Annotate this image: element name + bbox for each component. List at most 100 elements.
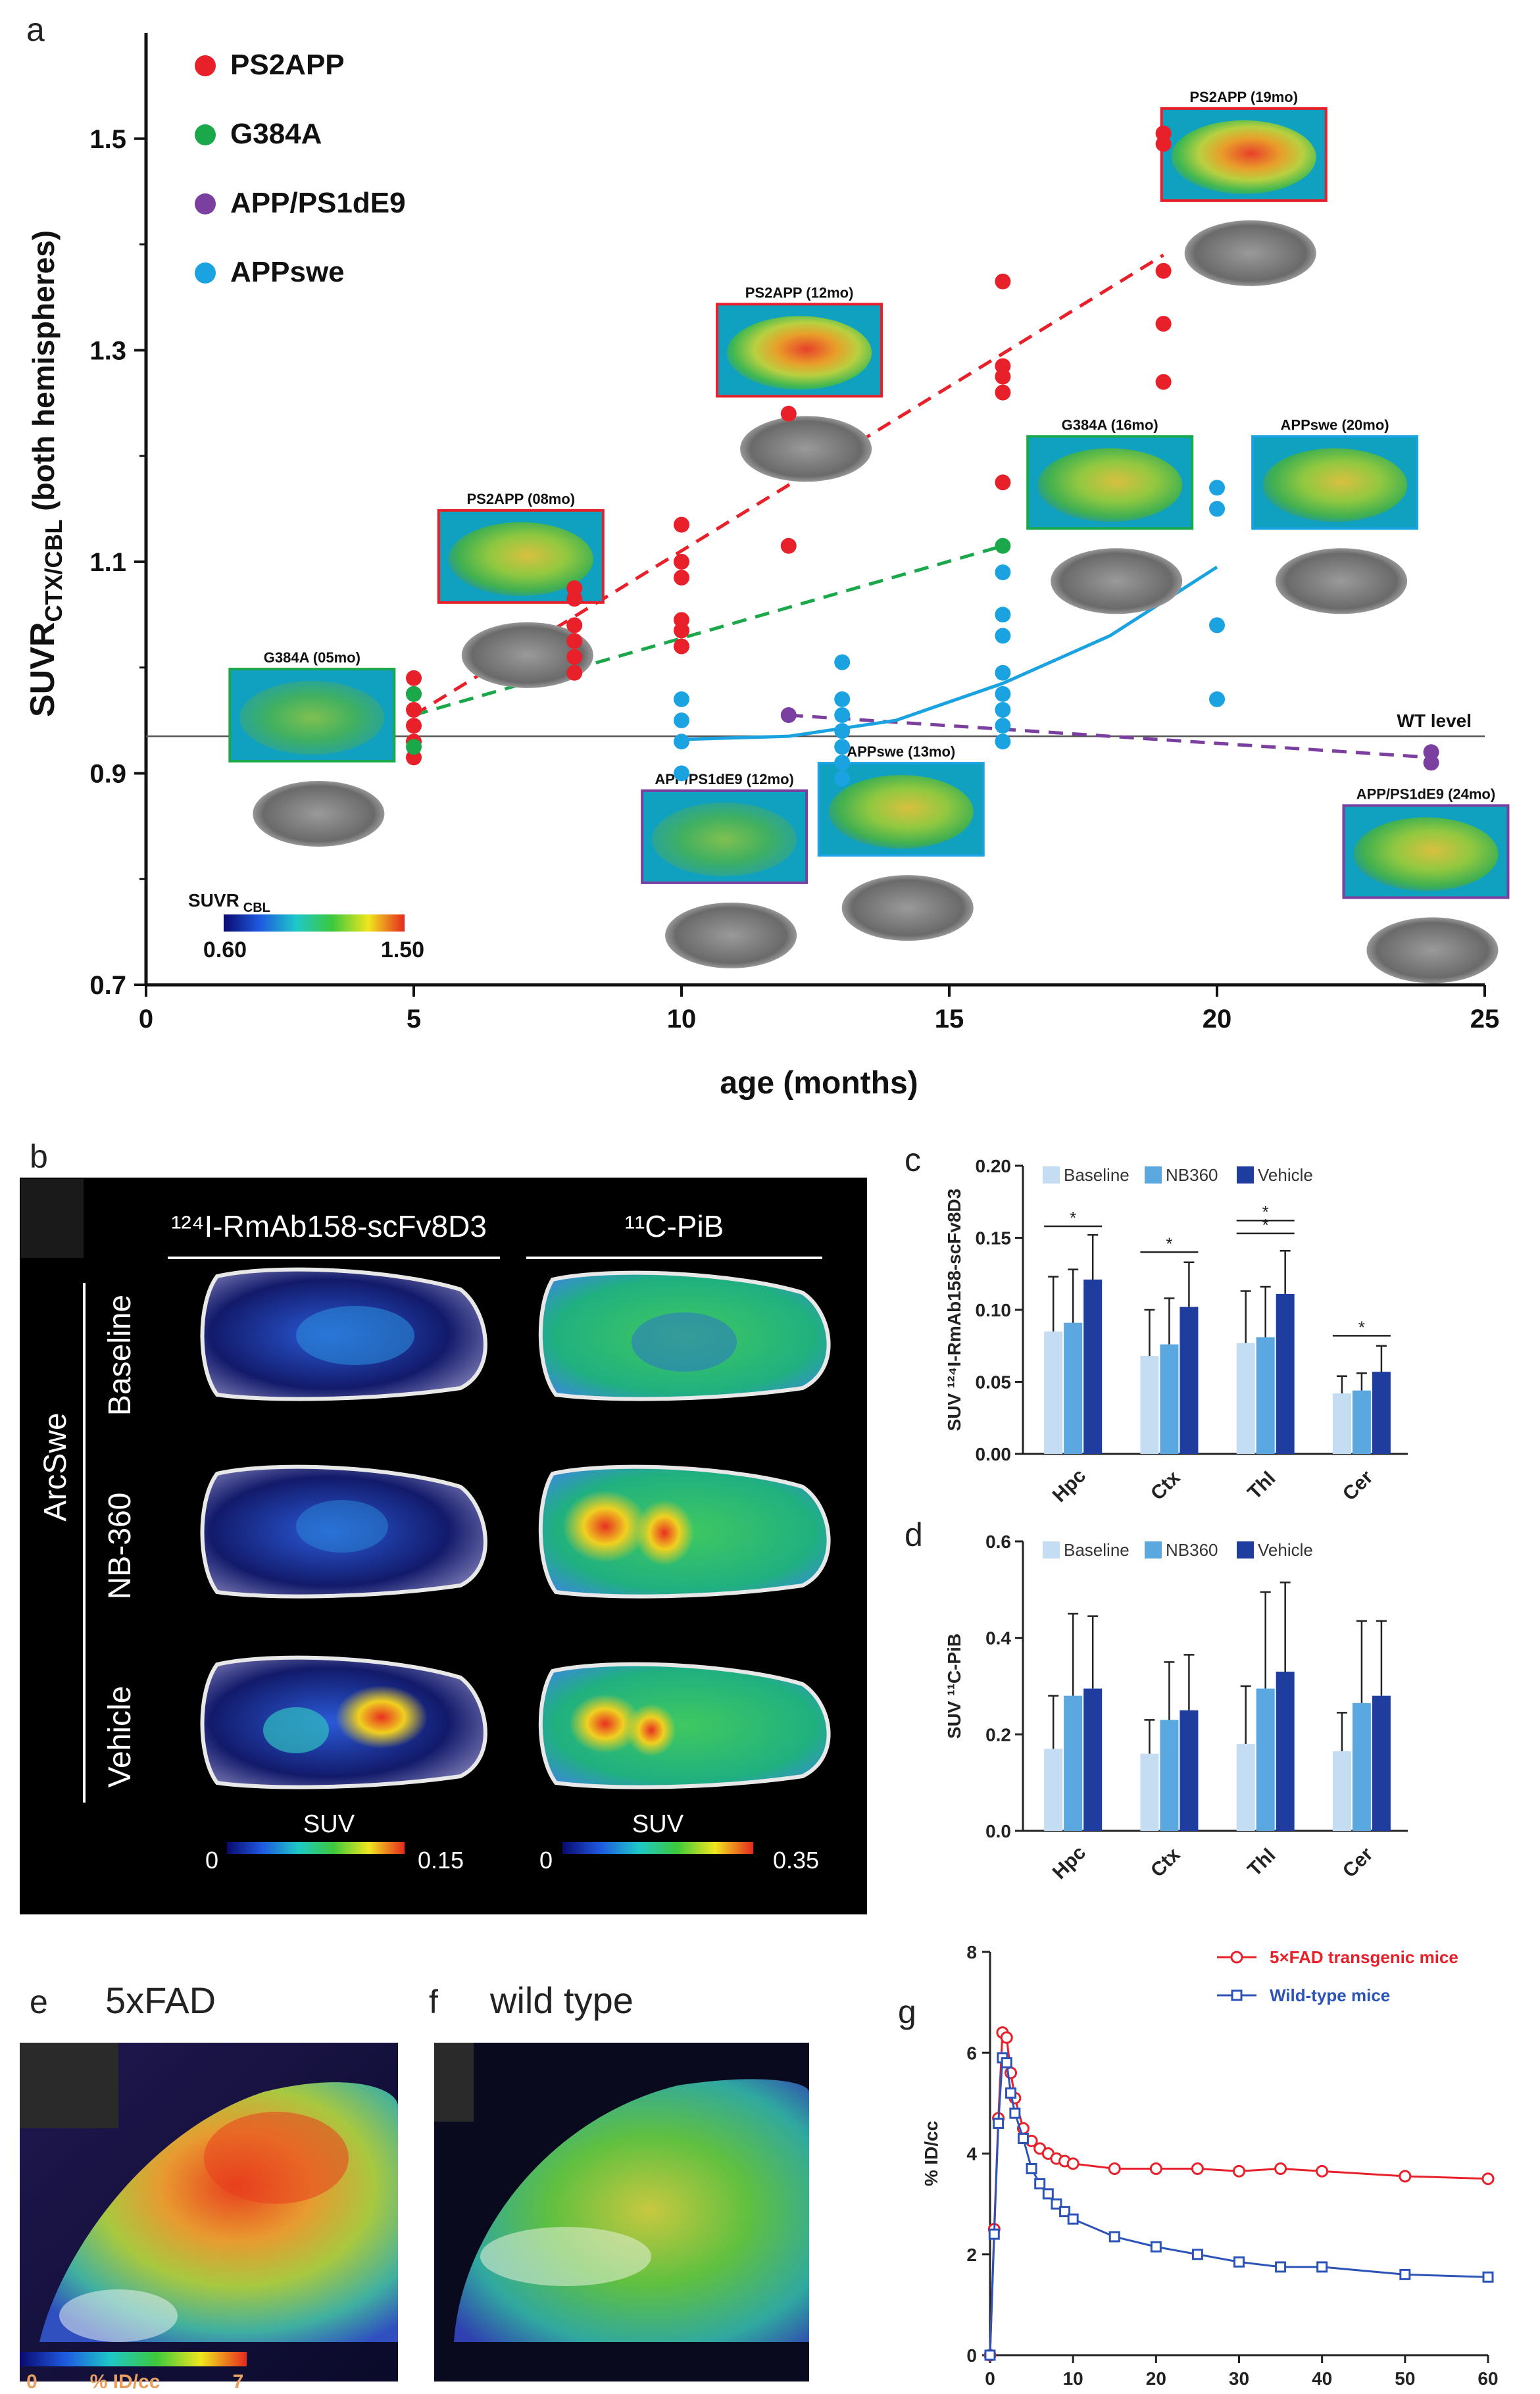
chart-g-point-wildtype (1108, 2231, 1120, 2243)
c-chart-bar-nb360 (1352, 1390, 1371, 1454)
panel-e-title: 5xFAD (105, 1980, 216, 2021)
thumbnail-label: PS2APP (19mo) (1189, 89, 1298, 105)
panel-e-scale-unit: % ID/cc (90, 2371, 161, 2393)
chart-g-xtick-label: 30 (1229, 2368, 1249, 2389)
pet-b-right-vehicle-hotspot-2 (626, 1704, 676, 1757)
panel-b-row-nb360: NB-360 (103, 1493, 137, 1600)
chart-a-ytick-label: 0.7 (89, 971, 126, 1000)
d-chart-category-label: Hpc (1049, 1842, 1090, 1883)
chart-a-point-appswe (834, 707, 851, 724)
panel-f-pet-image (434, 2043, 809, 2382)
chart-a-ylabel-main: SUVR (24, 622, 62, 717)
legend-swatch-ps2app (195, 55, 216, 76)
thumbnail: G384A (16mo) (1026, 416, 1194, 614)
d-chart-legend-swatch (1237, 1541, 1254, 1559)
chart-a-legend: PS2APP G384A APP/PS1dE9 APPswe (195, 49, 406, 288)
panel-e-scale-bar (20, 2352, 247, 2366)
chart-a-point-appswe (834, 654, 851, 670)
chart-g-point-5xfad (1399, 2170, 1412, 2183)
c-chart-legend-swatch (1237, 1166, 1254, 1184)
chart-a-point-ps2app (674, 516, 689, 533)
panel-f-mask (434, 2043, 474, 2122)
panel-label-d: d (905, 1516, 923, 1553)
legend-swatch-g384a (195, 124, 216, 145)
panel-b-row-baseline: Baseline (103, 1295, 137, 1416)
chart-a-point-ps2app (1155, 316, 1172, 332)
c-chart-significance-mark: * (1166, 1234, 1172, 1253)
chart-a-point-ps2app (995, 368, 1011, 385)
colorbar-a-title: SUVR CBL (188, 890, 270, 915)
chart-a-point-appswe (834, 723, 851, 739)
d-chart-category-label: Cer (1339, 1843, 1378, 1882)
d-chart-ytick-label: 0.0 (985, 1821, 1011, 1841)
chart-a-point-ps2app (406, 701, 422, 718)
thumbnail: G384A (05mo) (228, 649, 396, 847)
chart-a-point-appswe (674, 712, 689, 729)
thumbnail-autoradiograph (1051, 548, 1183, 614)
chart-g-ytick-label: 6 (966, 2043, 977, 2063)
chart-g-point-wildtype (1191, 2249, 1203, 2260)
chart-a-ytick-label: 1.3 (89, 336, 126, 365)
panel-label-f: f (429, 1983, 438, 2020)
pet-b-right-vehicle-hotspot-1 (569, 1694, 641, 1753)
d-chart-legend-label: Vehicle (1258, 1540, 1313, 1560)
c-chart-legend-swatch (1043, 1166, 1060, 1184)
chart-a-point-ps2app (1155, 374, 1172, 390)
chart-g-point-wildtype (1150, 2241, 1162, 2253)
chart-a-axes: 0 5 10 15 20 25 0.7 0.9 1.1 1.3 1.5 WT level (89, 33, 1499, 1034)
legend-swatch-appswe (195, 262, 216, 284)
chart-g-ytick-label: 2 (966, 2245, 977, 2265)
thumbnail-label: APPswe (13mo) (847, 743, 955, 760)
chart-a-point-appswe (1209, 617, 1225, 634)
panel-e-pet-image: 0 % ID/cc 7 (20, 2043, 398, 2393)
thumbnail: APP/PS1dE9 (24mo) (1342, 786, 1510, 984)
chart-g-point-wildtype (1017, 2133, 1029, 2145)
chart-g-ylabel: % ID/cc (921, 2121, 941, 2187)
thumbnail: PS2APP (19mo) (1160, 89, 1328, 286)
chart-g-xtick-label: 20 (1146, 2368, 1166, 2389)
d-chart-legend-label: NB360 (1166, 1540, 1218, 1560)
chart-a-point-ps2app (566, 649, 583, 665)
chart-g-point-5xfad (1149, 2162, 1162, 2175)
chart-a-point-appswe (995, 701, 1011, 718)
d-chart-legend-swatch (1145, 1541, 1162, 1559)
c-chart-bar-baseline (1332, 1393, 1351, 1454)
chart-d: 0.0 0.2 0.4 0.6 SUV ¹¹C-PiB Hpc Ctx Thl Cer Basel… (944, 1532, 1408, 1883)
chart-a-point-ps2app (566, 591, 583, 607)
panel-b-scale-left-max: 0.15 (418, 1847, 464, 1874)
c-chart-bar-nb360 (1064, 1322, 1083, 1454)
c-chart-category-label: Cer (1339, 1466, 1378, 1505)
chart-a-point-appps1de9 (780, 707, 797, 724)
chart-a-point-ps2app (566, 617, 583, 634)
pet-b-left-vehicle-hotspot (335, 1685, 428, 1749)
legend-label-ps2app: PS2APP (230, 49, 345, 81)
chart-a-point-appswe (1209, 691, 1225, 707)
d-chart-bar-baseline (1140, 1753, 1159, 1831)
d-chart-bar-vehicle (1180, 1710, 1199, 1831)
chart-a-point-appswe (834, 691, 851, 707)
colorbar-a-gradient (224, 914, 405, 932)
panel-b-scale-right-bar (562, 1842, 753, 1854)
d-chart-legend-label: Baseline (1064, 1540, 1130, 1560)
chart-g-point-wildtype (1009, 2107, 1021, 2119)
panel-b-row-vehicle: Vehicle (103, 1686, 137, 1788)
chart-a-ylabel-rest: (both hemispheres) (26, 230, 61, 520)
pet-b-left-vehicle-spot (263, 1707, 329, 1753)
chart-g-ytick-label: 8 (966, 1942, 977, 1962)
chart-g-xtick-label: 60 (1478, 2368, 1498, 2389)
chart-g-ytick-label: 0 (966, 2345, 977, 2366)
chart-a-point-appswe (995, 564, 1011, 580)
thumbnail-label: APPswe (20mo) (1281, 416, 1389, 433)
chart-a-point-g384a (406, 739, 422, 755)
legend-label-appps1: APP/PS1dE9 (230, 187, 406, 219)
chart-g-point-wildtype (1026, 2162, 1037, 2174)
d-chart-ytick-label: 0.4 (985, 1628, 1011, 1649)
pet-b-right-baseline-spot (632, 1312, 737, 1372)
panel-e-spot (59, 2289, 178, 2342)
d-chart-bar-vehicle (1372, 1695, 1391, 1831)
chart-a-xtick-label: 25 (1470, 1005, 1500, 1034)
chart-g-xtick-label: 50 (1395, 2368, 1415, 2389)
c-chart-legend-label: Vehicle (1258, 1165, 1313, 1185)
chart-a-point-appswe (674, 691, 689, 707)
thumbnail-autoradiograph (1276, 548, 1408, 614)
